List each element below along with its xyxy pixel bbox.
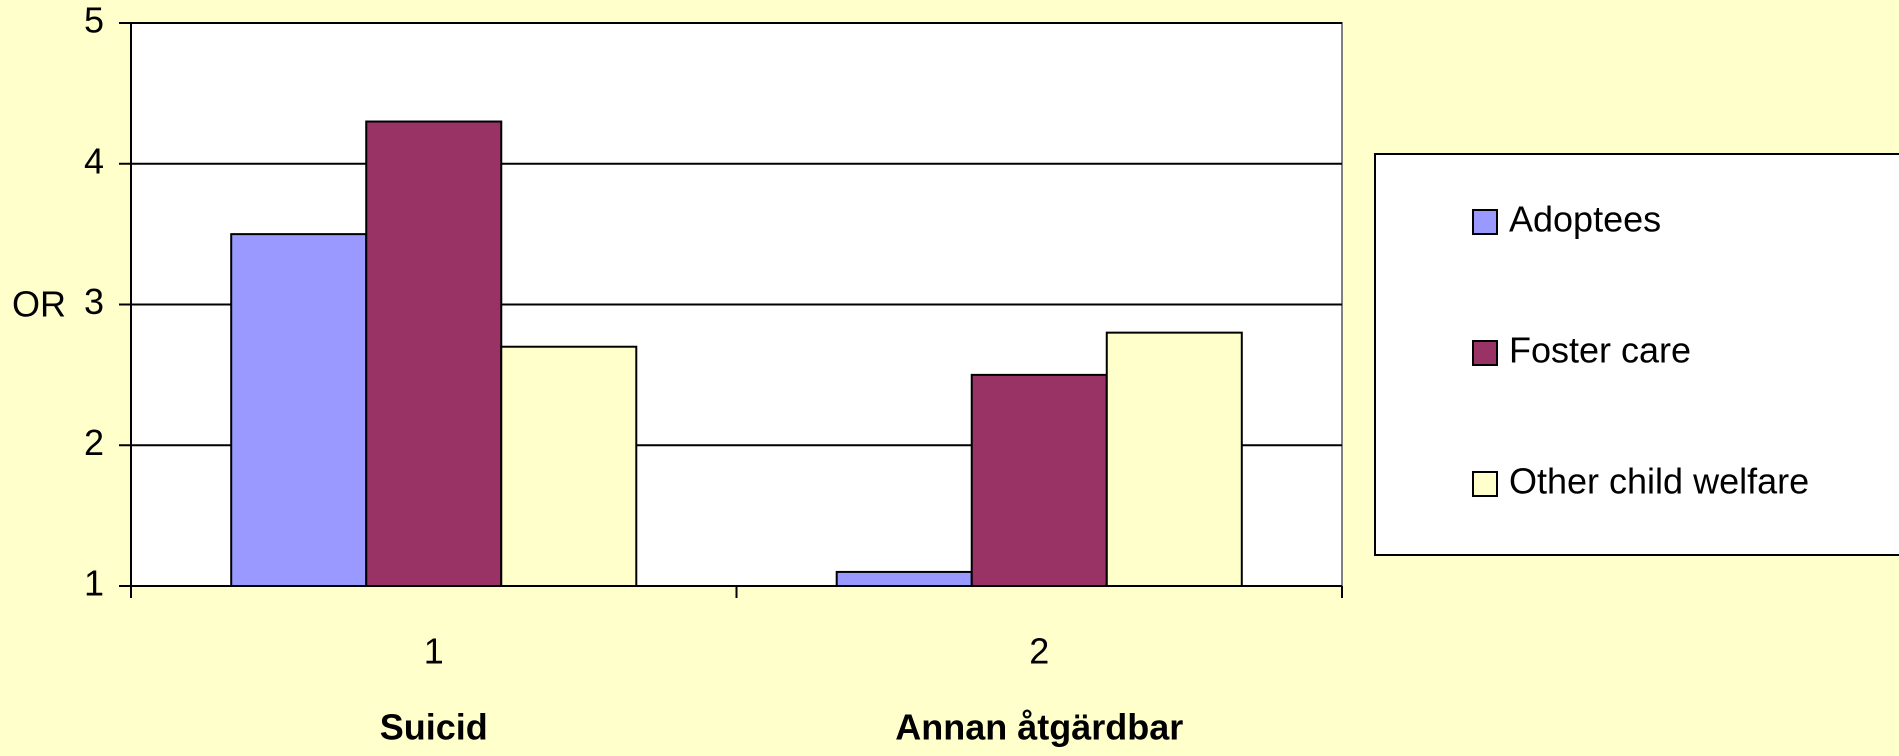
legend-swatch xyxy=(1472,340,1498,366)
legend-label: Other child welfare xyxy=(1509,461,1809,502)
bar xyxy=(1105,331,1243,587)
y-tick-label: 2 xyxy=(84,422,104,463)
y-tick-label: 1 xyxy=(84,563,104,604)
x-tick-label: 1 xyxy=(424,631,444,672)
legend-label: Adoptees xyxy=(1509,199,1661,240)
y-tick-label: 4 xyxy=(84,140,104,181)
legend-swatch xyxy=(1472,471,1498,497)
group-label: Annan åtgärdbar xyxy=(895,707,1183,748)
y-tick-label: 3 xyxy=(84,281,104,322)
group-label: Suicid xyxy=(380,707,488,748)
legend-swatch xyxy=(1472,209,1498,235)
legend-label: Foster care xyxy=(1509,330,1691,371)
y-axis-label: OR xyxy=(12,284,66,325)
bar xyxy=(365,120,503,588)
x-tick-label: 2 xyxy=(1029,631,1049,672)
y-tick-label: 5 xyxy=(84,0,104,41)
bar xyxy=(970,373,1108,587)
bar xyxy=(835,570,973,587)
bar xyxy=(230,233,368,587)
bar xyxy=(500,345,638,587)
legend xyxy=(1374,153,1899,556)
